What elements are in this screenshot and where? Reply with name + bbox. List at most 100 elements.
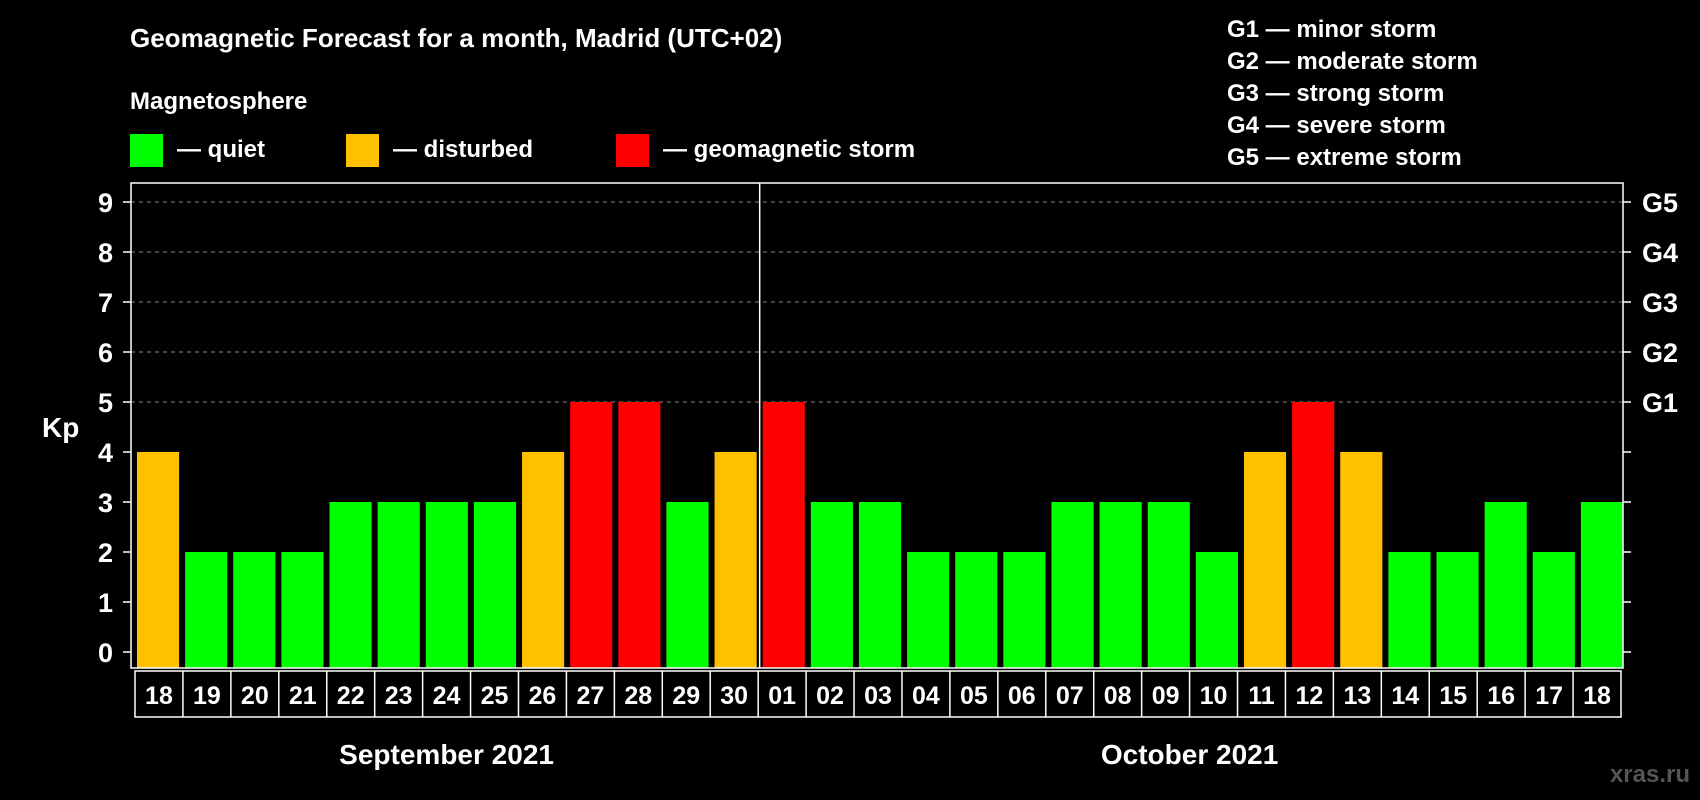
x-tick-label: 08 — [1104, 682, 1132, 710]
storm-scale-item: G3 — strong storm — [1227, 80, 1444, 107]
bar-28 — [618, 402, 661, 668]
bar-12 — [1292, 402, 1335, 668]
bar-22 — [329, 502, 372, 668]
x-tick-label: 19 — [193, 682, 221, 710]
month-label: October 2021 — [1101, 739, 1278, 770]
bar-01 — [762, 402, 805, 668]
bar-08 — [1099, 502, 1142, 668]
x-tick-label: 02 — [816, 682, 844, 710]
legend: — quiet — disturbed — geomagnetic storm — [130, 134, 915, 167]
g-scale-label: G5 — [1642, 188, 1678, 218]
bar-17 — [1532, 552, 1575, 668]
bar-27 — [570, 402, 613, 668]
legend-heading: Magnetosphere — [130, 88, 307, 115]
x-tick-label: 10 — [1200, 682, 1228, 710]
x-tick-label: 11 — [1248, 682, 1275, 710]
y-tick-label: 6 — [98, 338, 113, 368]
x-tick-label: 13 — [1343, 682, 1371, 710]
bar-06 — [1003, 552, 1046, 668]
x-tick-label: 16 — [1487, 682, 1515, 710]
x-tick-label: 22 — [337, 682, 365, 710]
legend-swatch-quiet — [130, 134, 163, 167]
bar-26 — [522, 452, 565, 668]
month-labels: September 2021 October 2021 — [339, 739, 1278, 770]
storm-scale-list: G1 — minor storm G2 — moderate storm G3 — … — [1227, 16, 1478, 171]
chart-title: Geomagnetic Forecast for a month, Madrid… — [130, 23, 782, 53]
bar-29 — [666, 502, 709, 668]
x-tick-label: 15 — [1439, 682, 1467, 710]
x-tick-label: 06 — [1008, 682, 1036, 710]
legend-label-disturbed: — disturbed — [393, 136, 533, 163]
bar-19 — [185, 552, 228, 668]
storm-scale-item: G1 — minor storm — [1227, 16, 1436, 43]
g-scale-label: G3 — [1642, 288, 1678, 318]
storm-scale-item: G2 — moderate storm — [1227, 48, 1478, 75]
bar-10 — [1195, 552, 1238, 668]
plot-frame — [130, 182, 1624, 669]
bar-14 — [1388, 552, 1431, 668]
bar-18 — [137, 452, 180, 668]
x-tick-label: 17 — [1535, 682, 1563, 710]
bar-25 — [473, 502, 517, 668]
x-axis-date-cells: 18 19 20 21 22 23 24 25 26 27 28 29 30 01 02 03 04 05 06 07… — [134, 670, 1622, 718]
y-axis-label: Kp — [42, 412, 79, 443]
x-tick-label: 07 — [1056, 682, 1084, 710]
x-tick-label: 26 — [529, 682, 557, 710]
legend-label-storm: — geomagnetic storm — [663, 136, 915, 163]
x-tick-label: 28 — [624, 682, 652, 710]
bar-07 — [1051, 502, 1094, 668]
y-tick-label: 2 — [98, 538, 113, 568]
bar-24 — [425, 502, 468, 668]
watermark: xras.ru — [1610, 761, 1690, 788]
g-scale-label: G2 — [1642, 338, 1678, 368]
bars — [137, 402, 1623, 668]
x-tick-label: 24 — [433, 682, 461, 710]
x-tick-label: 27 — [576, 682, 604, 710]
x-tick-label: 01 — [768, 682, 796, 710]
y-tick-label: 7 — [98, 288, 113, 318]
date-row-frame — [134, 670, 1622, 718]
bar-20 — [233, 552, 276, 668]
bar-16 — [1484, 502, 1527, 668]
axes: 0 1 2 3 4 5 6 7 8 9 G1 G2 G3 G4 G5 — [98, 182, 1678, 669]
storm-scale-item: G5 — extreme storm — [1227, 144, 1462, 171]
legend-swatch-storm — [616, 134, 649, 167]
g-scale-label: G1 — [1642, 388, 1678, 418]
y-tick-label: 3 — [98, 488, 113, 518]
bar-05 — [955, 552, 998, 668]
y-tick-label: 5 — [98, 388, 113, 418]
x-tick-label: 23 — [385, 682, 413, 710]
x-tick-label: 20 — [241, 682, 269, 710]
bar-04 — [907, 552, 950, 668]
grid — [131, 201, 1623, 403]
x-tick-label: 12 — [1296, 682, 1324, 710]
bar-02 — [810, 502, 853, 668]
x-tick-label: 04 — [912, 682, 940, 710]
bar-13 — [1340, 452, 1383, 668]
x-tick-label: 05 — [960, 682, 988, 710]
x-tick-label: 21 — [289, 682, 317, 710]
x-tick-label: 18 — [145, 682, 173, 710]
bar-03 — [858, 502, 902, 668]
y-tick-label: 1 — [98, 588, 113, 618]
bar-21 — [281, 552, 324, 668]
x-tick-label: 14 — [1391, 682, 1419, 710]
x-tick-label: 29 — [672, 682, 700, 710]
g-scale-label: G4 — [1642, 238, 1678, 268]
bar-23 — [377, 502, 420, 668]
y-tick-label: 4 — [98, 438, 113, 468]
bar-18 — [1580, 502, 1623, 668]
legend-label-quiet: — quiet — [177, 136, 265, 163]
bar-09 — [1147, 502, 1190, 668]
x-tick-label: 25 — [481, 682, 509, 710]
x-tick-label: 03 — [864, 682, 892, 710]
storm-scale-item: G4 — severe storm — [1227, 112, 1446, 139]
y-tick-label: 8 — [98, 238, 113, 268]
x-tick-label: 18 — [1583, 682, 1611, 710]
bar-15 — [1436, 552, 1479, 668]
y-tick-label: 9 — [98, 188, 113, 218]
bar-30 — [714, 452, 757, 668]
month-label: September 2021 — [339, 739, 554, 770]
x-tick-label: 30 — [720, 682, 748, 710]
